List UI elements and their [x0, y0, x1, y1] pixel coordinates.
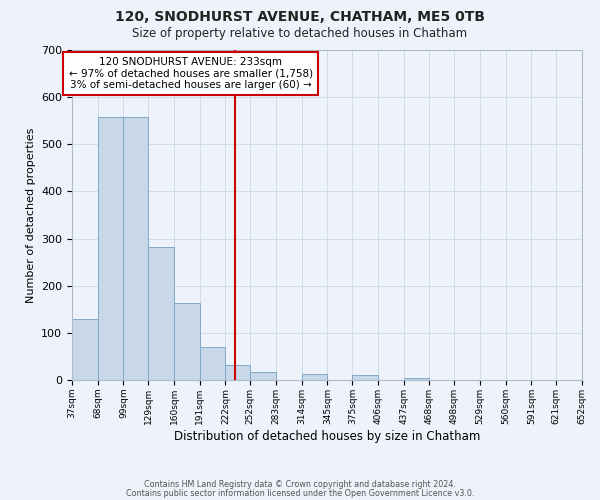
Bar	[226, 365, 250, 380]
Y-axis label: Number of detached properties: Number of detached properties	[26, 128, 35, 302]
Bar	[352, 376, 378, 380]
Text: 120, SNODHURST AVENUE, CHATHAM, ME5 0TB: 120, SNODHURST AVENUE, CHATHAM, ME5 0TB	[115, 10, 485, 24]
Text: Contains HM Land Registry data © Crown copyright and database right 2024.: Contains HM Land Registry data © Crown c…	[144, 480, 456, 489]
X-axis label: Distribution of detached houses by size in Chatham: Distribution of detached houses by size …	[174, 430, 480, 442]
Bar	[250, 372, 276, 380]
Bar	[148, 246, 174, 380]
Bar	[98, 118, 124, 380]
Text: Contains public sector information licensed under the Open Government Licence v3: Contains public sector information licen…	[126, 488, 474, 498]
Bar	[302, 374, 328, 380]
Bar	[124, 118, 148, 380]
Text: Size of property relative to detached houses in Chatham: Size of property relative to detached ho…	[133, 28, 467, 40]
Bar	[174, 303, 200, 380]
Bar	[200, 347, 226, 380]
Bar	[404, 378, 430, 380]
Text: 120 SNODHURST AVENUE: 233sqm
← 97% of detached houses are smaller (1,758)
3% of : 120 SNODHURST AVENUE: 233sqm ← 97% of de…	[68, 57, 313, 90]
Bar	[72, 318, 98, 380]
